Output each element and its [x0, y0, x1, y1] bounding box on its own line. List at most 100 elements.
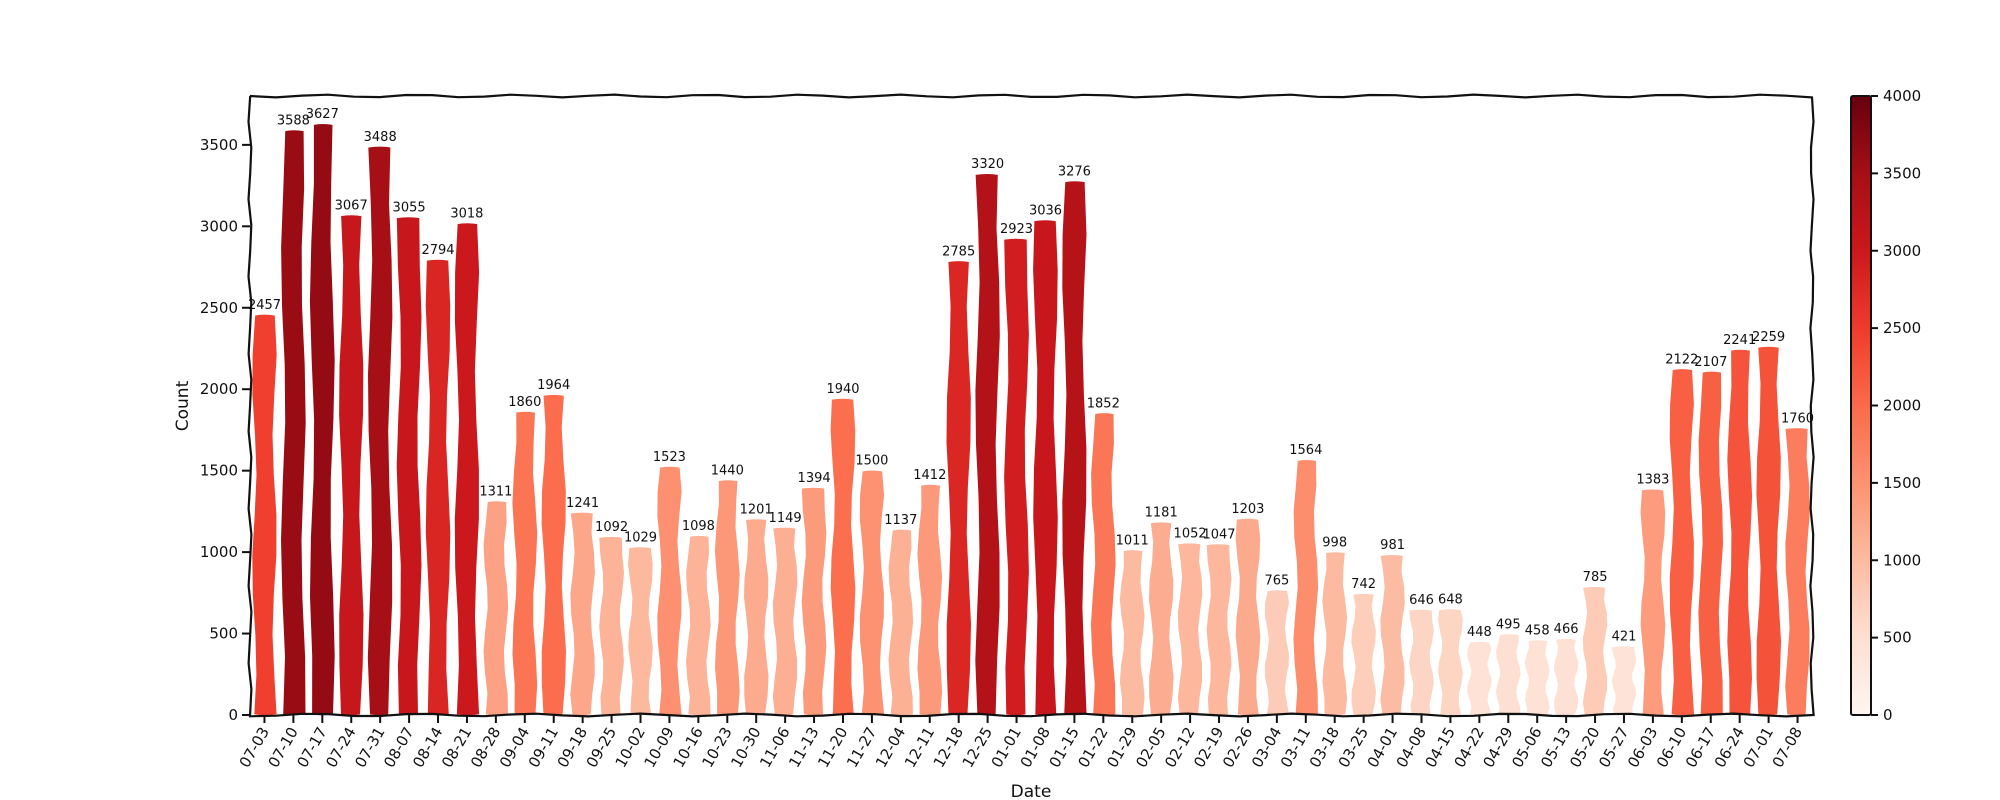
data-label-11-20: 1940: [826, 382, 859, 397]
bar-04-08: [1407, 608, 1436, 717]
data-label-07-08: 1760: [1781, 411, 1814, 426]
bar-11-20: [828, 397, 857, 717]
bar-06-17: [1696, 370, 1725, 717]
y-tick-label: 1500: [200, 462, 238, 480]
bar-08-07: [395, 215, 424, 717]
data-label-02-12: 1052: [1174, 527, 1207, 542]
bar-11-13: [800, 486, 829, 717]
data-label-05-13: 466: [1554, 622, 1579, 637]
data-label-11-06: 1149: [769, 511, 802, 526]
bar-05-13: [1552, 637, 1581, 717]
bar-05-06: [1523, 638, 1552, 717]
bar-03-18: [1320, 550, 1349, 717]
data-label-07-01: 2259: [1752, 330, 1785, 345]
x-axis-label: Date: [1011, 782, 1052, 800]
colorbar: 0 500 1000 1500 2000 2500 3000 3500 4000: [1850, 87, 1921, 724]
colorbar-tick-label: 4000: [1883, 87, 1921, 105]
data-label-12-25: 3320: [971, 157, 1004, 172]
data-label-12-11: 1412: [913, 468, 946, 483]
data-label-02-26: 1203: [1231, 502, 1264, 517]
bar-06-10: [1668, 367, 1696, 717]
bar-08-21: [453, 221, 481, 717]
bar-04-01: [1378, 553, 1407, 717]
bar-07-03: [250, 313, 279, 717]
data-label-01-01: 2923: [1000, 222, 1033, 237]
colorbar-tick-label: 2500: [1883, 319, 1921, 337]
y-tick-label: 0: [228, 706, 238, 724]
data-label-04-29: 495: [1496, 617, 1521, 632]
data-label-11-27: 1500: [855, 454, 888, 469]
data-label-07-03: 2457: [248, 298, 281, 313]
data-label-02-19: 1047: [1202, 527, 1235, 542]
bar-03-11: [1291, 458, 1320, 717]
colorbar-tick-label: 3500: [1883, 164, 1921, 182]
data-label-05-20: 785: [1583, 570, 1608, 585]
data-label-07-10: 3588: [277, 114, 310, 129]
data-label-06-10: 2122: [1665, 352, 1698, 367]
bar-12-04: [886, 528, 915, 717]
bar-05-27: [1609, 644, 1639, 717]
data-label-10-16: 1098: [682, 519, 715, 534]
data-label-03-11: 1564: [1289, 443, 1322, 458]
bar-01-15: [1060, 179, 1089, 717]
bar-12-11: [915, 483, 944, 717]
bar-08-14: [424, 258, 452, 717]
data-label-03-25: 742: [1351, 577, 1376, 592]
data-label-04-22: 448: [1467, 625, 1492, 640]
y-tick-label: 2500: [200, 299, 238, 317]
bar-09-25: [597, 535, 626, 717]
data-label-08-21: 3018: [450, 206, 483, 221]
bar-06-03: [1638, 487, 1667, 717]
bar-12-25: [973, 172, 1002, 717]
data-label-01-22: 1852: [1087, 396, 1120, 411]
bar-03-25: [1349, 592, 1378, 717]
data-label-04-08: 646: [1409, 593, 1434, 608]
colorbar-tick-label: 500: [1883, 629, 1912, 647]
bar-07-17: [308, 122, 337, 717]
data-label-08-28: 1311: [479, 484, 512, 499]
data-label-05-27: 421: [1612, 629, 1637, 644]
bar-10-09: [655, 465, 684, 717]
data-label-12-18: 2785: [942, 244, 975, 259]
data-label-01-15: 3276: [1058, 164, 1091, 179]
data-label-08-07: 3055: [393, 200, 426, 215]
bar-01-08: [1031, 218, 1060, 717]
colorbar-tick-label: 2000: [1883, 397, 1921, 415]
data-label-09-11: 1964: [537, 378, 570, 393]
data-label-01-08: 3036: [1029, 204, 1062, 219]
bar-01-29: [1118, 548, 1147, 717]
y-tick-label: 3500: [200, 136, 238, 154]
data-label-04-01: 981: [1380, 538, 1405, 553]
bar-03-04: [1263, 588, 1291, 717]
bar-07-24: [337, 213, 366, 717]
bar-02-12: [1176, 541, 1204, 717]
data-label-07-24: 3067: [335, 198, 368, 213]
data-label-09-18: 1241: [566, 496, 599, 511]
bar-02-19: [1204, 542, 1234, 717]
bar-09-18: [568, 511, 597, 717]
colorbar-tick-label: 0: [1883, 706, 1893, 724]
y-tick-label: 3000: [200, 217, 238, 235]
bar-07-08: [1783, 426, 1812, 717]
data-label-05-06: 458: [1525, 623, 1550, 638]
bar-09-04: [510, 410, 539, 717]
data-label-09-04: 1860: [508, 395, 541, 410]
y-tick-label: 1000: [200, 543, 238, 561]
data-label-02-05: 1181: [1145, 506, 1178, 521]
bars-layer: [250, 122, 1812, 717]
bar-11-06: [771, 526, 800, 717]
y-tick-label: 500: [209, 625, 238, 643]
y-tick-label: 2000: [200, 380, 238, 398]
bar-07-31: [366, 145, 395, 717]
data-label-03-18: 998: [1322, 535, 1347, 550]
colorbar-tick-label: 1500: [1883, 474, 1921, 492]
x-axis: 07-0307-1007-1707-2407-3108-0708-1408-21…: [236, 715, 1806, 771]
bar-08-28: [481, 499, 510, 717]
bar-09-11: [539, 393, 568, 717]
bar-04-15: [1436, 607, 1465, 717]
data-label-01-29: 1011: [1116, 533, 1149, 548]
bar-12-18: [944, 259, 973, 717]
data-label-12-04: 1137: [884, 513, 917, 528]
